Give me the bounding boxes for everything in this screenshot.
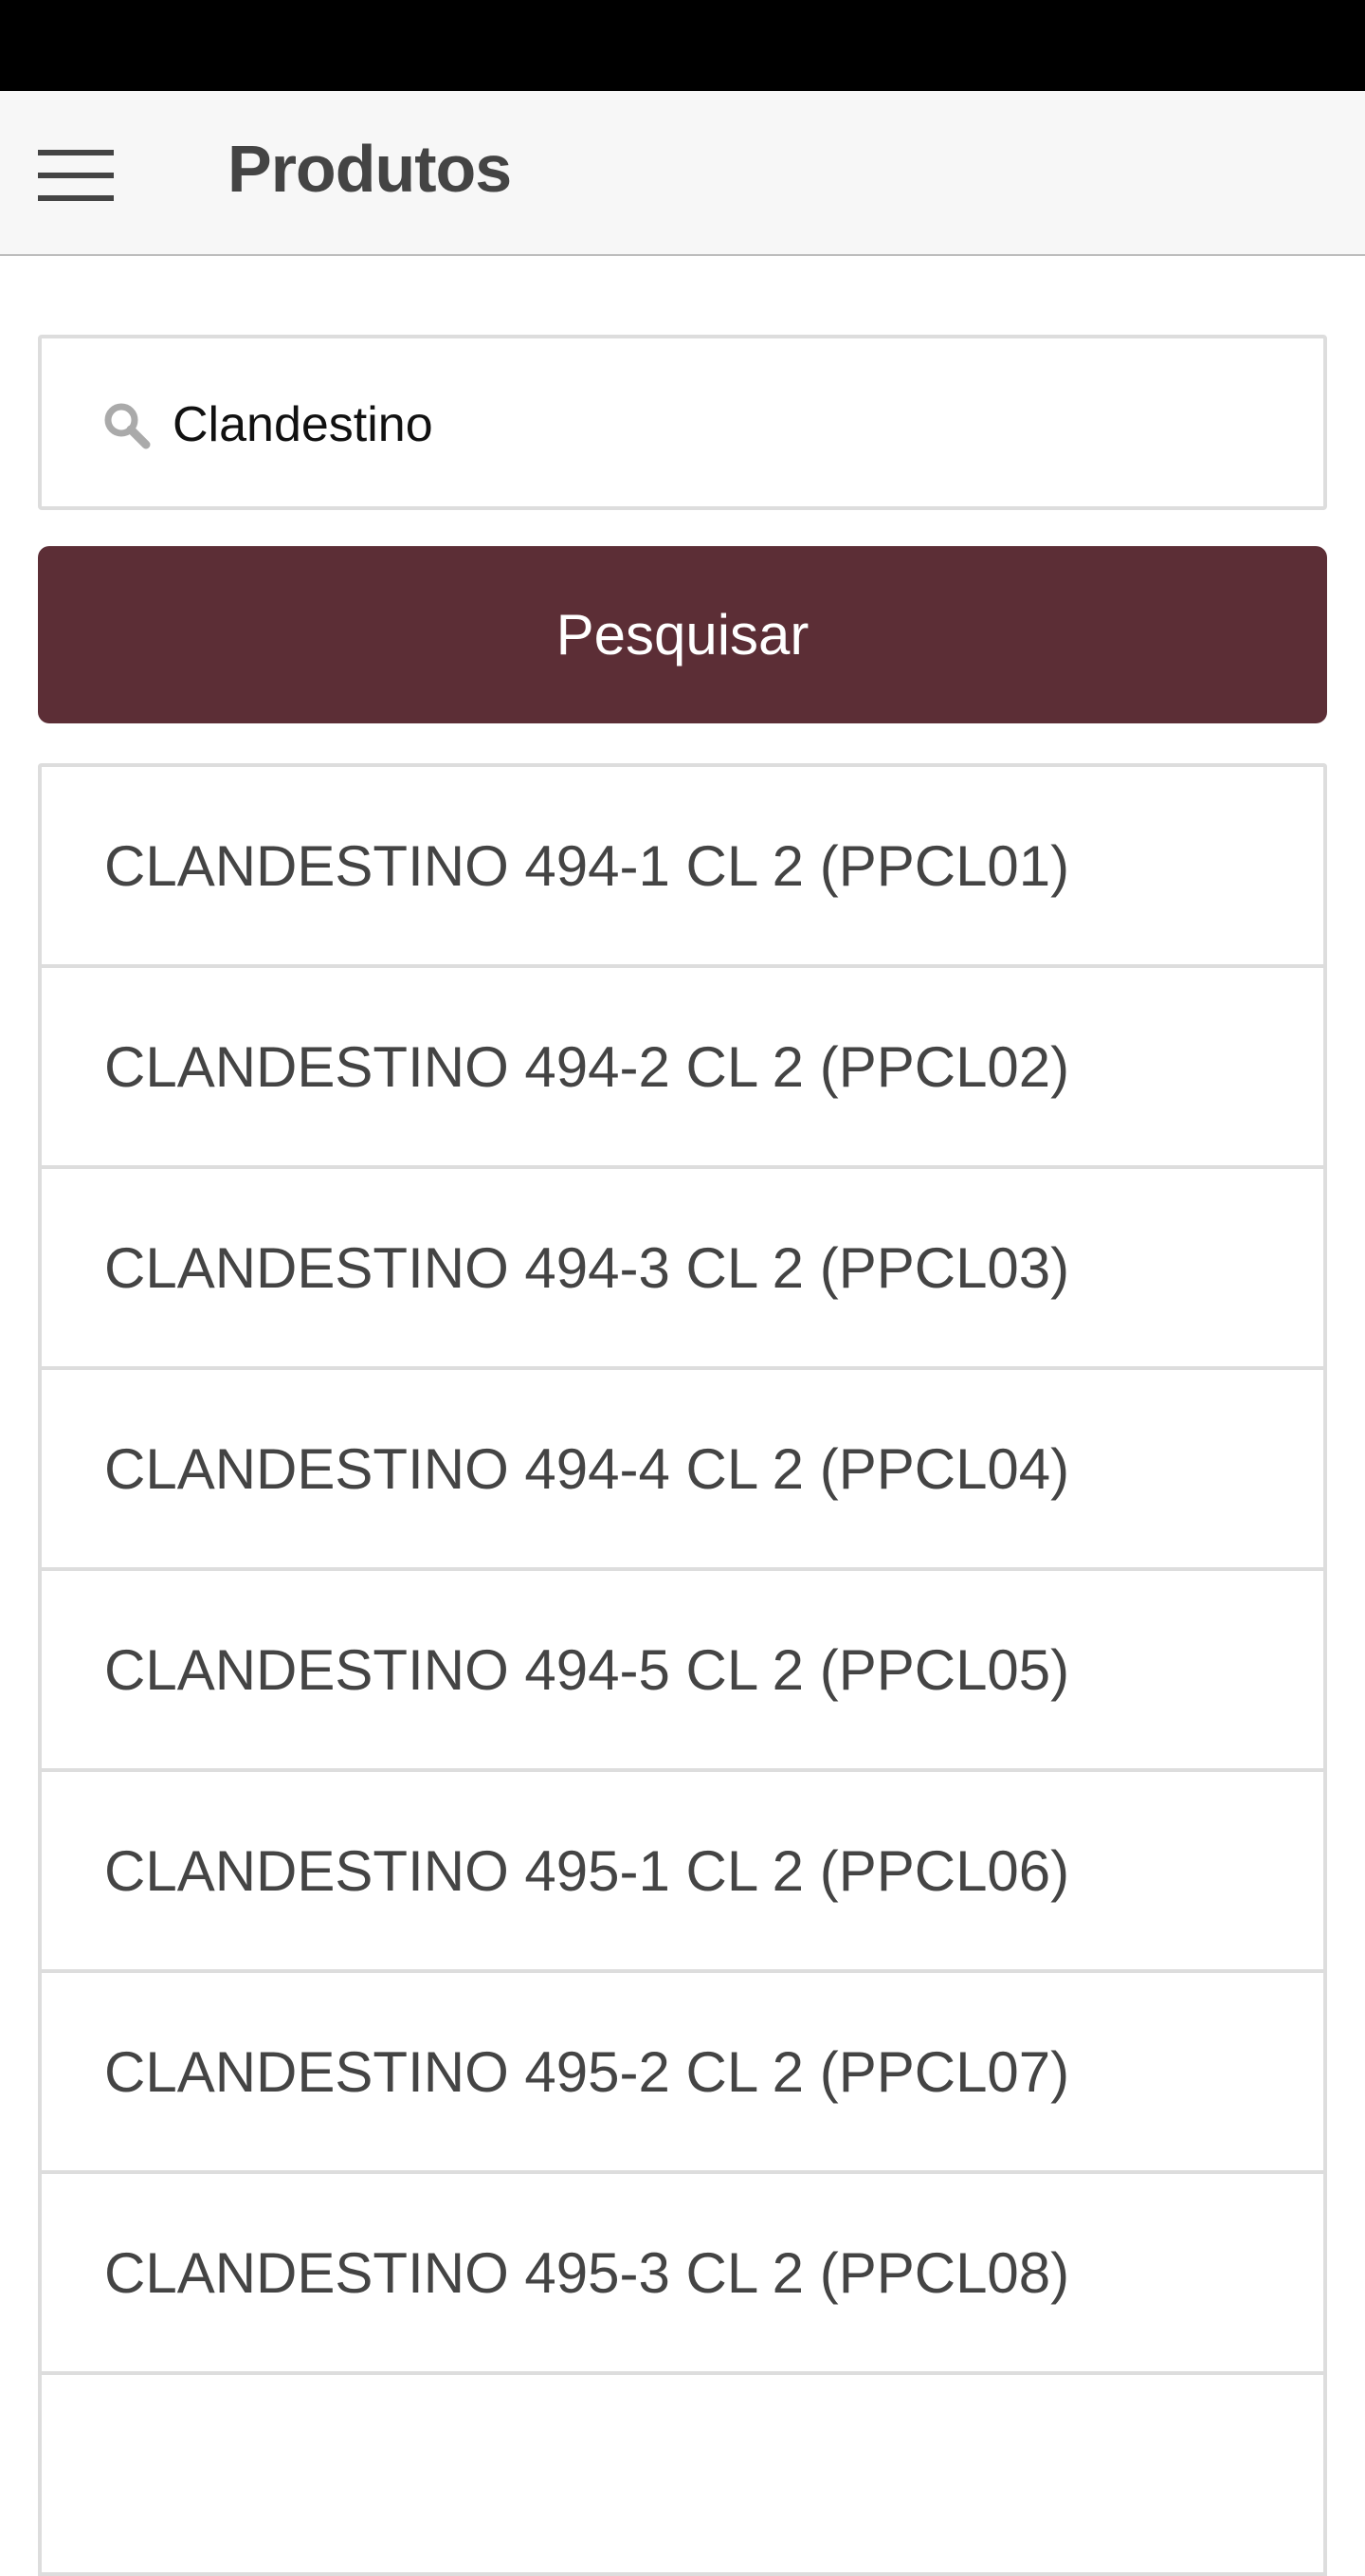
search-input[interactable]	[171, 376, 1265, 473]
results-list: CLANDESTINO 494-1 CL 2 (PPCL01) CLANDEST…	[38, 763, 1327, 2576]
list-item[interactable]: CLANDESTINO 494-3 CL 2 (PPCL03)	[42, 1169, 1323, 1370]
list-item[interactable]: CLANDESTINO 494-1 CL 2 (PPCL01)	[42, 767, 1323, 968]
list-item[interactable]: CLANDESTINO 494-4 CL 2 (PPCL04)	[42, 1370, 1323, 1571]
list-item[interactable]: CLANDESTINO 495-1 CL 2 (PPCL06)	[42, 1772, 1323, 1973]
search-field[interactable]	[38, 335, 1327, 510]
page-title: Produtos	[228, 132, 512, 206]
search-icon	[104, 403, 151, 449]
list-item[interactable]: CLANDESTINO 495-3 CL 2 (PPCL08)	[42, 2174, 1323, 2375]
hamburger-menu-icon[interactable]	[38, 150, 114, 201]
search-button[interactable]: Pesquisar	[38, 546, 1327, 723]
list-item[interactable]: CLANDESTINO 495-2 CL 2 (PPCL07)	[42, 1973, 1323, 2174]
status-bar	[0, 0, 1365, 91]
list-item[interactable]: CLANDESTINO 494-2 CL 2 (PPCL02)	[42, 968, 1323, 1169]
list-item[interactable]	[42, 2375, 1323, 2576]
app-header: Produtos	[0, 91, 1365, 256]
list-item[interactable]: CLANDESTINO 494-5 CL 2 (PPCL05)	[42, 1571, 1323, 1772]
